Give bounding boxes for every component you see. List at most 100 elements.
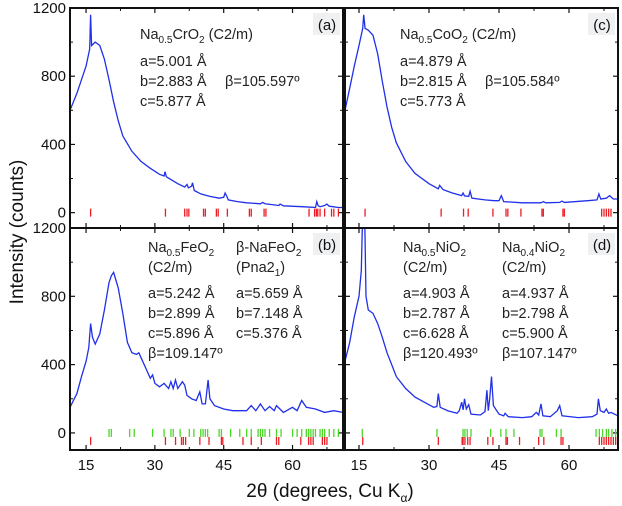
space-group: (C2/m) xyxy=(403,260,447,276)
y-tick-label: 800 xyxy=(41,68,66,85)
x-tick-label: 15 xyxy=(78,457,95,474)
lattice-parameter: c=5.376 Å xyxy=(236,325,302,342)
panel-label-background xyxy=(313,233,340,255)
lattice-parameter: c=5.900 Å xyxy=(502,325,568,342)
subscript: 2 xyxy=(462,35,468,46)
formula-part: Na xyxy=(400,27,419,43)
y-tick-label: 0 xyxy=(58,205,66,222)
x-tick-label: 45 xyxy=(215,457,232,474)
formula-part: (C2/m) xyxy=(468,27,516,43)
lattice-parameter: b=2.899 Å xyxy=(148,305,215,322)
diffraction-curve xyxy=(345,228,618,419)
lattice-angle: β=105.584º xyxy=(485,74,560,90)
y-tick-label: 800 xyxy=(41,288,66,305)
lattice-parameter: b=7.148 Å xyxy=(236,305,303,322)
subscript: 0.5 xyxy=(167,248,181,259)
panel-label-background xyxy=(588,233,615,255)
x-tick-label: 30 xyxy=(421,457,438,474)
lattice-parameter: a=4.937 Å xyxy=(502,285,569,302)
lattice-parameter: b=2.798 Å xyxy=(502,305,569,322)
lattice-parameter: b=2.883 Å xyxy=(140,73,207,90)
lattice-parameter: c=5.877 Å xyxy=(140,93,206,110)
panel-c: Na0.5CoO2 (C2/m)a=4.879 Åb=2.815 Åc=5.77… xyxy=(344,7,619,229)
space-group: (C2/m) xyxy=(502,260,546,276)
formula-part: ) xyxy=(280,260,285,276)
subscript: 1 xyxy=(275,268,281,279)
lattice-parameter: a=5.001 Å xyxy=(140,53,207,70)
subscript: 2 xyxy=(460,248,466,259)
formula-part: (C2/m) xyxy=(205,27,253,43)
lattice-angle: β=105.597º xyxy=(225,74,300,90)
y-tick-label: 400 xyxy=(41,136,66,153)
lattice-parameter: a=5.659 Å xyxy=(236,285,303,302)
diffraction-curve xyxy=(345,14,618,204)
y-tick-label: 0 xyxy=(58,425,66,442)
panel-label-background xyxy=(588,13,615,35)
x-axis-title-end: ) xyxy=(407,481,413,502)
lattice-parameter: c=5.896 Å xyxy=(148,325,214,342)
subscript: 2 xyxy=(199,35,205,46)
x-tick-label: 60 xyxy=(284,457,301,474)
formula-part: NiO xyxy=(435,240,460,256)
y-tick-label: 400 xyxy=(41,357,66,374)
lattice-parameter: b=2.815 Å xyxy=(400,73,467,90)
panel-frame xyxy=(69,227,344,451)
phase-name: Na0.5CrO2 (C2/m) xyxy=(140,27,253,46)
diffraction-curve xyxy=(70,14,343,209)
lattice-parameter: β=107.147º xyxy=(502,346,577,362)
panel-label: (c) xyxy=(593,17,611,34)
panel-label: (a) xyxy=(318,17,336,34)
formula-part: β-NaFeO xyxy=(236,240,296,256)
panel-label: (d) xyxy=(593,237,611,254)
formula-part: FeO xyxy=(180,240,208,256)
formula-part: Na xyxy=(502,240,521,256)
x-tick-label: 30 xyxy=(147,457,164,474)
subscript: 0.5 xyxy=(159,35,173,46)
lattice-parameter: b=2.787 Å xyxy=(403,305,470,322)
subscript: 2 xyxy=(209,248,215,259)
panel-label-background xyxy=(313,13,340,35)
phase-name: Na0.4NiO2 xyxy=(502,240,565,259)
space-group: (C2/m) xyxy=(148,260,192,276)
formula-part: Na xyxy=(403,240,422,256)
y-axis-title: Intensity (counts) xyxy=(7,160,28,305)
panel-frame xyxy=(344,227,619,451)
lattice-parameter: a=4.879 Å xyxy=(400,53,467,70)
phase-name: β-NaFeO2 xyxy=(236,240,302,259)
space-group: (Pna21) xyxy=(236,260,285,279)
subscript: 0.5 xyxy=(422,248,436,259)
phase-name: Na0.5NiO2 xyxy=(403,240,466,259)
lattice-parameter: c=6.628 Å xyxy=(403,325,469,342)
phase-name: Na0.5CoO2 (C2/m) xyxy=(400,27,516,46)
x-tick-label: 60 xyxy=(561,457,578,474)
formula-part: Na xyxy=(140,27,159,43)
x-tick-label: 15 xyxy=(351,457,368,474)
y-tick-label: 1200 xyxy=(33,0,66,17)
x-axis-title-main: 2θ (degrees, Cu K xyxy=(246,481,401,502)
lattice-parameter: β=109.147º xyxy=(148,346,223,362)
subscript: 2 xyxy=(559,248,565,259)
panel-label: (b) xyxy=(318,237,336,254)
formula-part: CoO xyxy=(432,27,462,43)
x-axis-title-sub: α xyxy=(400,491,407,505)
formula-part: (Pna2 xyxy=(236,260,275,276)
panel-a: 0 400 800 1200 Na0.5CrO2 (C2/m) a=5.001 Å b=2.… xyxy=(33,0,344,229)
lattice-parameter: c=5.773 Å xyxy=(400,93,466,110)
subscript: 2 xyxy=(296,248,302,259)
lattice-parameter: β=120.493º xyxy=(403,346,478,362)
lattice-parameter: a=5.242 Å xyxy=(148,285,215,302)
lattice-parameter: a=4.903 Å xyxy=(403,285,470,302)
formula-part: CrO xyxy=(172,27,199,43)
x-axis-title: 2θ (degrees, Cu Kα) xyxy=(246,481,413,505)
formula-part: Na xyxy=(148,240,167,256)
y-tick-label: 1200 xyxy=(33,220,66,237)
formula-part: NiO xyxy=(534,240,559,256)
subscript: 0.4 xyxy=(521,248,535,259)
subscript: 0.5 xyxy=(419,35,433,46)
diffraction-curve xyxy=(70,270,343,414)
x-tick-label: 45 xyxy=(491,457,508,474)
phase-name: Na0.5FeO2 xyxy=(148,240,215,259)
